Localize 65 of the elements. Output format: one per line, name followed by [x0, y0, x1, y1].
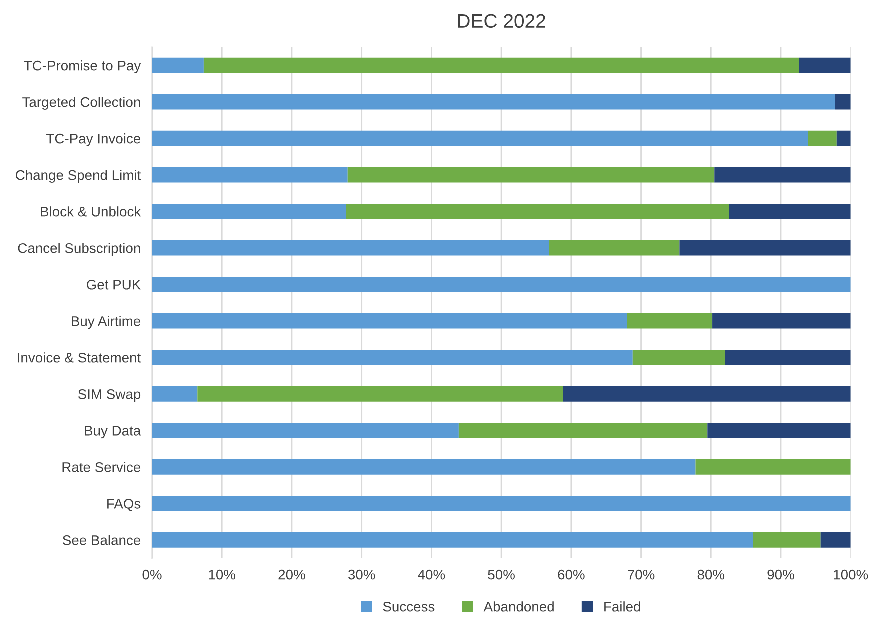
bar: [729, 204, 851, 220]
x-tick-label: 50%: [488, 570, 515, 580]
bar: [820, 532, 851, 548]
bar: [152, 532, 754, 548]
y-tick-label: Invoice & Statement: [18, 352, 142, 363]
y-tick-label: Block & Unblock: [41, 206, 142, 217]
bar: [152, 422, 459, 438]
legend-label: Abandoned: [484, 602, 554, 612]
bar: [549, 240, 680, 256]
y-tick-label: Buy Airtime: [72, 316, 141, 330]
bar: [632, 350, 726, 366]
y-tick-label: FAQs: [108, 499, 141, 512]
y-tick-label: Rate Service: [62, 462, 141, 472]
x-tick-label: 40%: [418, 570, 446, 580]
bar: [712, 313, 851, 329]
bar: [696, 460, 851, 475]
legend-label: Success: [383, 602, 435, 612]
bar: [458, 422, 708, 438]
x-tick-label: 0%: [142, 570, 162, 580]
bar: [152, 313, 628, 329]
bar: [714, 167, 851, 183]
x-tick-label: 30%: [348, 570, 376, 580]
bar: [152, 386, 198, 402]
y-tick-label: Change Spend Limit: [16, 170, 142, 184]
y-tick-label: See Balance: [63, 535, 141, 546]
x-tick-label: 10%: [209, 570, 236, 580]
bar: [799, 58, 851, 74]
bar: [152, 350, 633, 366]
bar: [563, 386, 851, 402]
x-tick-label: 90%: [768, 570, 794, 580]
bar: [753, 532, 821, 548]
y-tick-label: Buy Data: [85, 426, 142, 439]
bar: [152, 240, 550, 256]
bar: [152, 460, 696, 475]
bar: [346, 204, 730, 220]
y-tick-label: TC-Promise to Pay: [24, 60, 142, 74]
x-tick-label: 20%: [278, 570, 306, 580]
y-tick-label: Cancel Subscription: [18, 243, 140, 256]
x-tick-label: 80%: [698, 570, 725, 580]
bar: [152, 167, 348, 183]
legend-label: Failed: [604, 602, 640, 612]
y-tick-label: Get PUK: [87, 280, 141, 290]
bar: [808, 130, 837, 146]
y-tick-label: SIM Swap: [78, 389, 141, 402]
bar: [152, 204, 346, 220]
y-tick-label: Targeted Collection: [22, 97, 140, 110]
bar: [835, 94, 851, 110]
bar: [836, 130, 851, 146]
bar: [152, 276, 851, 292]
bar: [708, 422, 851, 438]
chart-title: DEC 2022: [458, 14, 546, 28]
bar: [152, 130, 808, 146]
bar: [152, 58, 204, 74]
bar: [204, 58, 800, 74]
bar: [627, 313, 713, 329]
y-tick-label: TC-Pay Invoice: [46, 134, 141, 147]
bar: [152, 496, 851, 512]
bar: [725, 350, 851, 366]
bar: [680, 240, 851, 256]
bar: [152, 94, 836, 110]
bar: [198, 386, 564, 402]
x-tick-label: 60%: [558, 570, 585, 580]
bar: [348, 167, 715, 183]
x-tick-label: 100%: [834, 570, 868, 580]
x-tick-label: 70%: [628, 570, 655, 580]
